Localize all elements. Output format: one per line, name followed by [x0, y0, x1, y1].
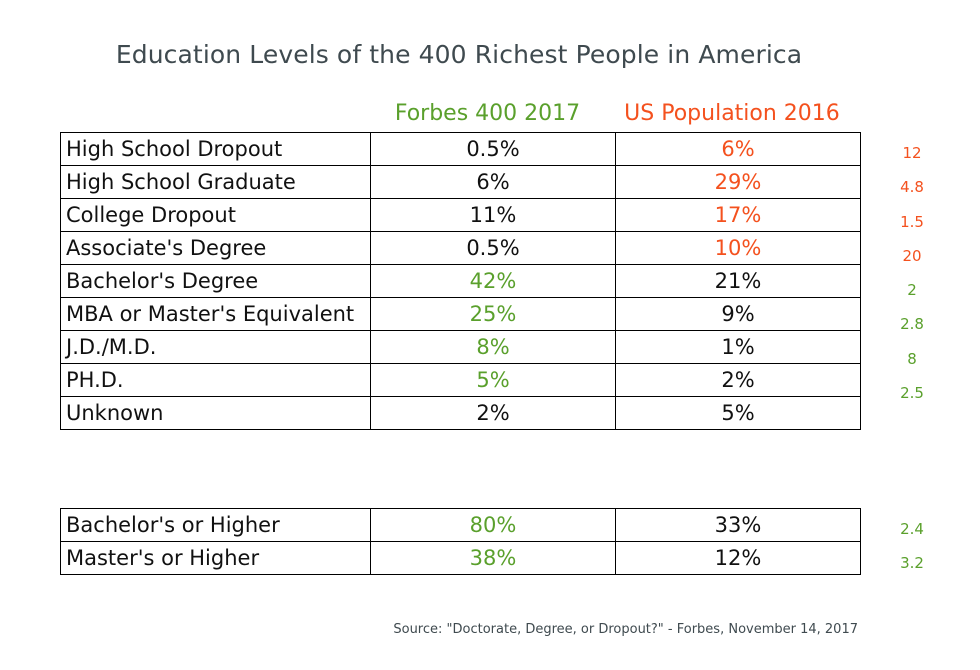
- us-value-cell: 29%: [615, 165, 861, 199]
- forbes-value-cell: 80%: [370, 508, 616, 542]
- us-value-cell: 21%: [615, 264, 861, 298]
- forbes-value-cell: 38%: [370, 541, 616, 575]
- ratio-label: 20: [902, 246, 922, 265]
- summary-row: Bachelor's or Higher 80% 33%: [60, 508, 861, 542]
- chart-title: Education Levels of the 400 Richest Peop…: [115, 40, 803, 69]
- ratio-label: 12: [902, 144, 922, 162]
- us-value-cell: 33%: [615, 508, 861, 542]
- us-value-cell: 17%: [615, 198, 861, 232]
- table-row: Unknown 2% 5%: [60, 396, 861, 430]
- forbes-value-cell: 42%: [370, 264, 616, 298]
- source-citation: Source: "Doctorate, Degree, or Dropout?"…: [393, 622, 858, 637]
- ratio-label: 1.5: [900, 212, 924, 231]
- ratio-label: [880, 410, 944, 444]
- category-cell: Master's or Higher: [60, 541, 371, 575]
- forbes-value-cell: 8%: [370, 330, 616, 364]
- category-cell: J.D./M.D.: [60, 330, 371, 364]
- table-row: PH.D. 5% 2%: [60, 363, 861, 397]
- category-cell: Bachelor's or Higher: [60, 508, 371, 542]
- table-row: MBA or Master's Equivalent 25% 9%: [60, 297, 861, 331]
- table-row: Associate's Degree 0.5% 10%: [60, 231, 861, 265]
- us-value-cell: 12%: [615, 541, 861, 575]
- category-cell: College Dropout: [60, 198, 371, 232]
- forbes-value-cell: 2%: [370, 396, 616, 430]
- forbes-value-cell: 11%: [370, 198, 616, 232]
- forbes-value-cell: 25%: [370, 297, 616, 331]
- category-cell: Associate's Degree: [60, 231, 371, 265]
- forbes-value-cell: 5%: [370, 363, 616, 397]
- table-row: J.D./M.D. 8% 1%: [60, 330, 861, 364]
- forbes-value-cell: 6%: [370, 165, 616, 199]
- table-row: Bachelor's Degree 42% 21%: [60, 264, 861, 298]
- ratio-column: 12 4.8 1.5 20 2 2.8 8 2.5: [880, 136, 944, 444]
- category-cell: MBA or Master's Equivalent: [60, 297, 371, 331]
- summary-ratio-column: 2.4 3.2: [880, 512, 944, 581]
- category-cell: High School Graduate: [60, 165, 371, 199]
- category-cell: Unknown: [60, 396, 371, 430]
- ratio-label: 8: [907, 349, 917, 368]
- forbes-value-cell: 0.5%: [370, 132, 616, 166]
- ratio-label: 2: [907, 281, 917, 299]
- category-cell: PH.D.: [60, 363, 371, 397]
- category-cell: Bachelor's Degree: [60, 264, 371, 298]
- us-value-cell: 5%: [615, 396, 861, 430]
- summary-table: Bachelor's or Higher 80% 33% Master's or Hi…: [60, 508, 861, 575]
- column-header-forbes: Forbes 400 2017: [394, 101, 581, 126]
- us-value-cell: 1%: [615, 330, 861, 364]
- table-row: College Dropout 11% 17%: [60, 198, 861, 232]
- ratio-label: 3.2: [900, 554, 924, 573]
- us-value-cell: 10%: [615, 231, 861, 265]
- us-value-cell: 2%: [615, 363, 861, 397]
- ratio-label: 4.8: [900, 178, 924, 197]
- table-row: High School Graduate 6% 29%: [60, 165, 861, 199]
- table-row: High School Dropout 0.5% 6%: [60, 132, 861, 166]
- summary-row: Master's or Higher 38% 12%: [60, 541, 861, 575]
- forbes-value-cell: 0.5%: [370, 231, 616, 265]
- column-header-us-population: US Population 2016: [624, 101, 840, 126]
- category-cell: High School Dropout: [60, 132, 371, 166]
- us-value-cell: 9%: [615, 297, 861, 331]
- us-value-cell: 6%: [615, 132, 861, 166]
- ratio-label: 2.8: [900, 315, 924, 334]
- education-table: High School Dropout 0.5% 6% High School Gra…: [60, 132, 861, 430]
- ratio-label: 2.4: [900, 520, 924, 538]
- ratio-label: 2.5: [900, 383, 924, 402]
